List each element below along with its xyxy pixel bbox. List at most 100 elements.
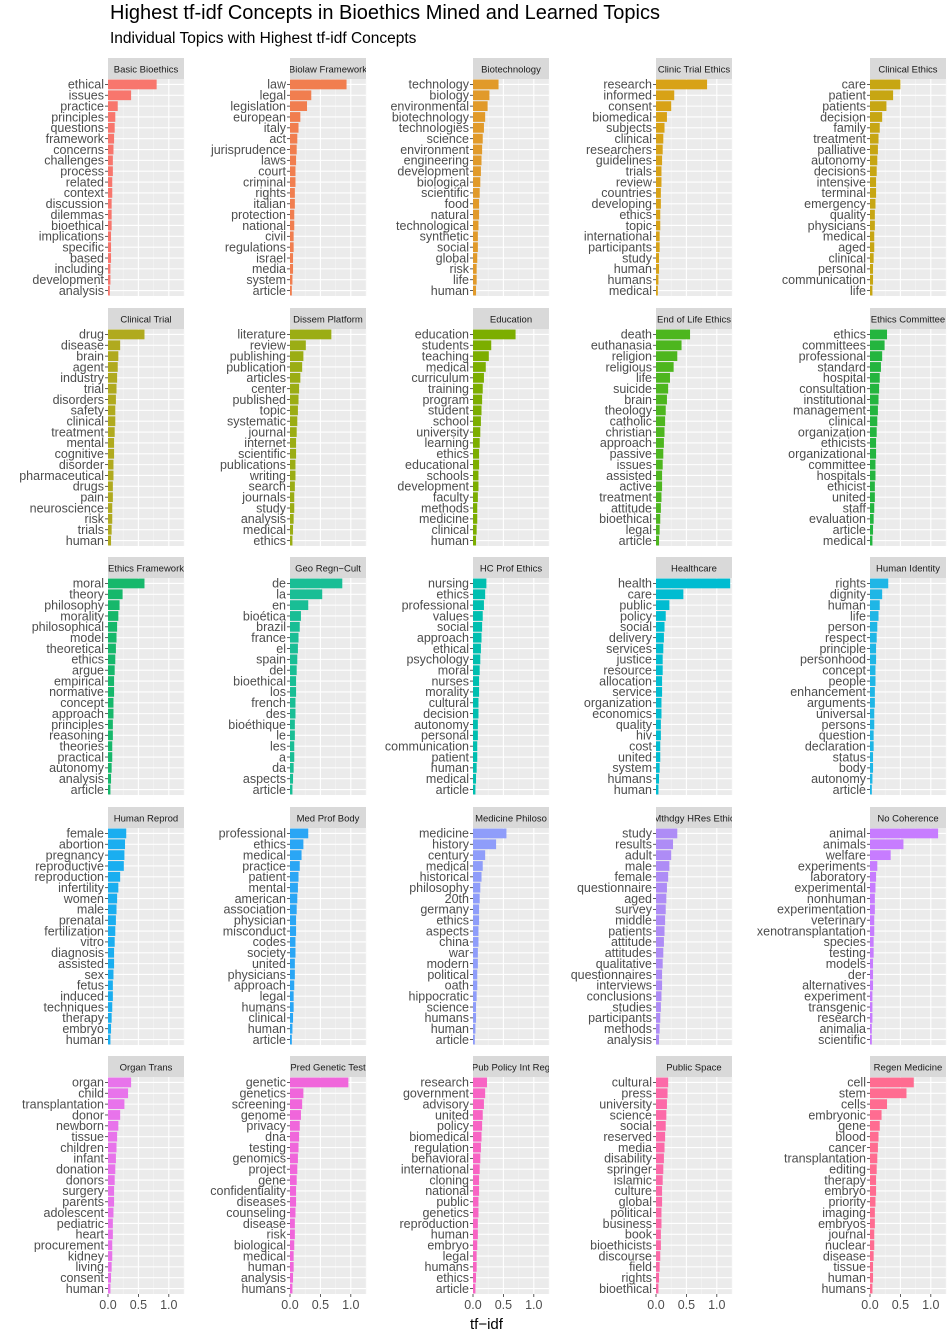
bar xyxy=(473,893,480,904)
bar xyxy=(656,285,658,296)
bar xyxy=(656,405,666,416)
y-tick-label: parents xyxy=(62,1195,104,1209)
panel-background xyxy=(656,329,732,546)
y-tick-label: aged xyxy=(624,892,652,906)
y-tick-label: regulations xyxy=(225,240,286,254)
bar xyxy=(656,1034,660,1045)
y-tick-label: life xyxy=(453,273,469,287)
y-tick-label: pain xyxy=(80,490,104,504)
bar xyxy=(290,762,294,773)
y-tick-label: policy xyxy=(437,1119,470,1133)
y-tick-label: study xyxy=(622,827,653,841)
y-tick-label: consent xyxy=(608,99,652,113)
y-tick-label: emergency xyxy=(804,197,867,211)
bar xyxy=(290,448,297,459)
y-tick-label: economics xyxy=(592,707,652,721)
facet-strip-label: Biolaw Framework xyxy=(289,65,367,76)
y-tick-label: technology xyxy=(409,78,470,92)
facet-strip-label: Biotechnology xyxy=(481,65,541,76)
bar xyxy=(870,621,878,632)
y-tick-label: mental xyxy=(248,881,286,895)
y-tick-label: human xyxy=(828,598,866,612)
facet-panel: Clinical Ethicscarepatientpatientsdecisi… xyxy=(782,58,947,298)
y-tick-label: synthetic xyxy=(420,230,469,244)
bar xyxy=(473,231,478,242)
y-tick-label: assisted xyxy=(606,469,652,483)
bar xyxy=(290,416,298,427)
y-tick-label: biological xyxy=(234,1238,286,1252)
bar xyxy=(656,362,674,372)
y-tick-label: professional xyxy=(219,827,286,841)
bar xyxy=(656,122,665,133)
y-tick-label: field xyxy=(629,1260,652,1274)
y-tick-label: challenges xyxy=(44,154,104,168)
y-tick-label: catholic xyxy=(610,415,652,429)
bar xyxy=(870,383,880,394)
y-tick-label: theories xyxy=(60,739,104,753)
facet-strip xyxy=(656,1056,732,1077)
bar xyxy=(656,687,663,697)
facet-strip-label: Geo Regn−Cult xyxy=(295,564,361,575)
y-tick-label: values xyxy=(433,609,469,623)
facet-strip-label: Ethics Framework xyxy=(108,564,184,575)
bar xyxy=(870,188,877,198)
y-tick-label: practical xyxy=(57,750,104,764)
y-tick-label: concept xyxy=(60,696,104,710)
y-tick-label: autonomy xyxy=(811,772,867,786)
y-tick-label: biology xyxy=(429,89,469,103)
bar xyxy=(108,253,112,263)
bar xyxy=(290,122,299,133)
y-tick-label: medical xyxy=(426,859,469,873)
bar xyxy=(108,861,124,871)
bar xyxy=(108,1002,113,1012)
bar xyxy=(290,481,295,492)
bar xyxy=(656,773,660,784)
bar xyxy=(870,980,874,991)
facet-strip-label: Med Prof Body xyxy=(297,814,360,825)
facet-strip-label: Healthcare xyxy=(671,564,717,575)
bar xyxy=(108,1283,111,1294)
bar xyxy=(656,79,708,90)
y-tick-label: normative xyxy=(49,685,104,699)
bar xyxy=(290,839,304,850)
y-tick-label: united xyxy=(435,1108,469,1122)
facet-strip-label: Clinical Trial xyxy=(120,315,171,326)
y-tick-label: fertilization xyxy=(44,924,104,938)
y-tick-label: research xyxy=(420,1076,469,1090)
bar xyxy=(656,578,731,589)
bar xyxy=(473,122,484,133)
y-tick-label: a xyxy=(279,750,286,764)
panel-background xyxy=(290,79,366,296)
bar xyxy=(870,1110,882,1120)
y-tick-label: clinical xyxy=(828,251,866,265)
bar xyxy=(656,1120,666,1131)
y-tick-label: participants xyxy=(588,240,652,254)
y-tick-label: palliative xyxy=(817,143,866,157)
bar xyxy=(870,752,874,762)
bar xyxy=(290,665,297,676)
bar xyxy=(108,882,119,893)
y-tick-label: food xyxy=(445,197,469,211)
y-tick-label: care xyxy=(842,78,866,92)
y-tick-label: business xyxy=(603,1217,652,1231)
y-tick-label: heart xyxy=(76,1228,105,1242)
bar xyxy=(108,166,113,177)
bar xyxy=(656,784,659,795)
bar xyxy=(473,198,480,209)
bar xyxy=(473,969,478,980)
facet-strip xyxy=(108,807,184,828)
y-tick-label: medical xyxy=(609,284,652,298)
bar xyxy=(870,220,875,231)
y-tick-label: embryo xyxy=(427,1238,469,1252)
x-tick-label: 0.5 xyxy=(892,1298,909,1312)
y-tick-label: concerns xyxy=(53,143,104,157)
bar xyxy=(473,372,484,383)
bar xyxy=(290,676,297,686)
bar xyxy=(108,329,145,340)
bar xyxy=(108,448,115,459)
bar xyxy=(870,958,874,969)
y-tick-label: morality xyxy=(425,685,470,699)
y-tick-label: clinical xyxy=(66,415,104,429)
facet-panel: Ethics Committee ethicscommitteesprofessi… xyxy=(788,308,947,548)
y-tick-label: brazil xyxy=(256,620,286,634)
